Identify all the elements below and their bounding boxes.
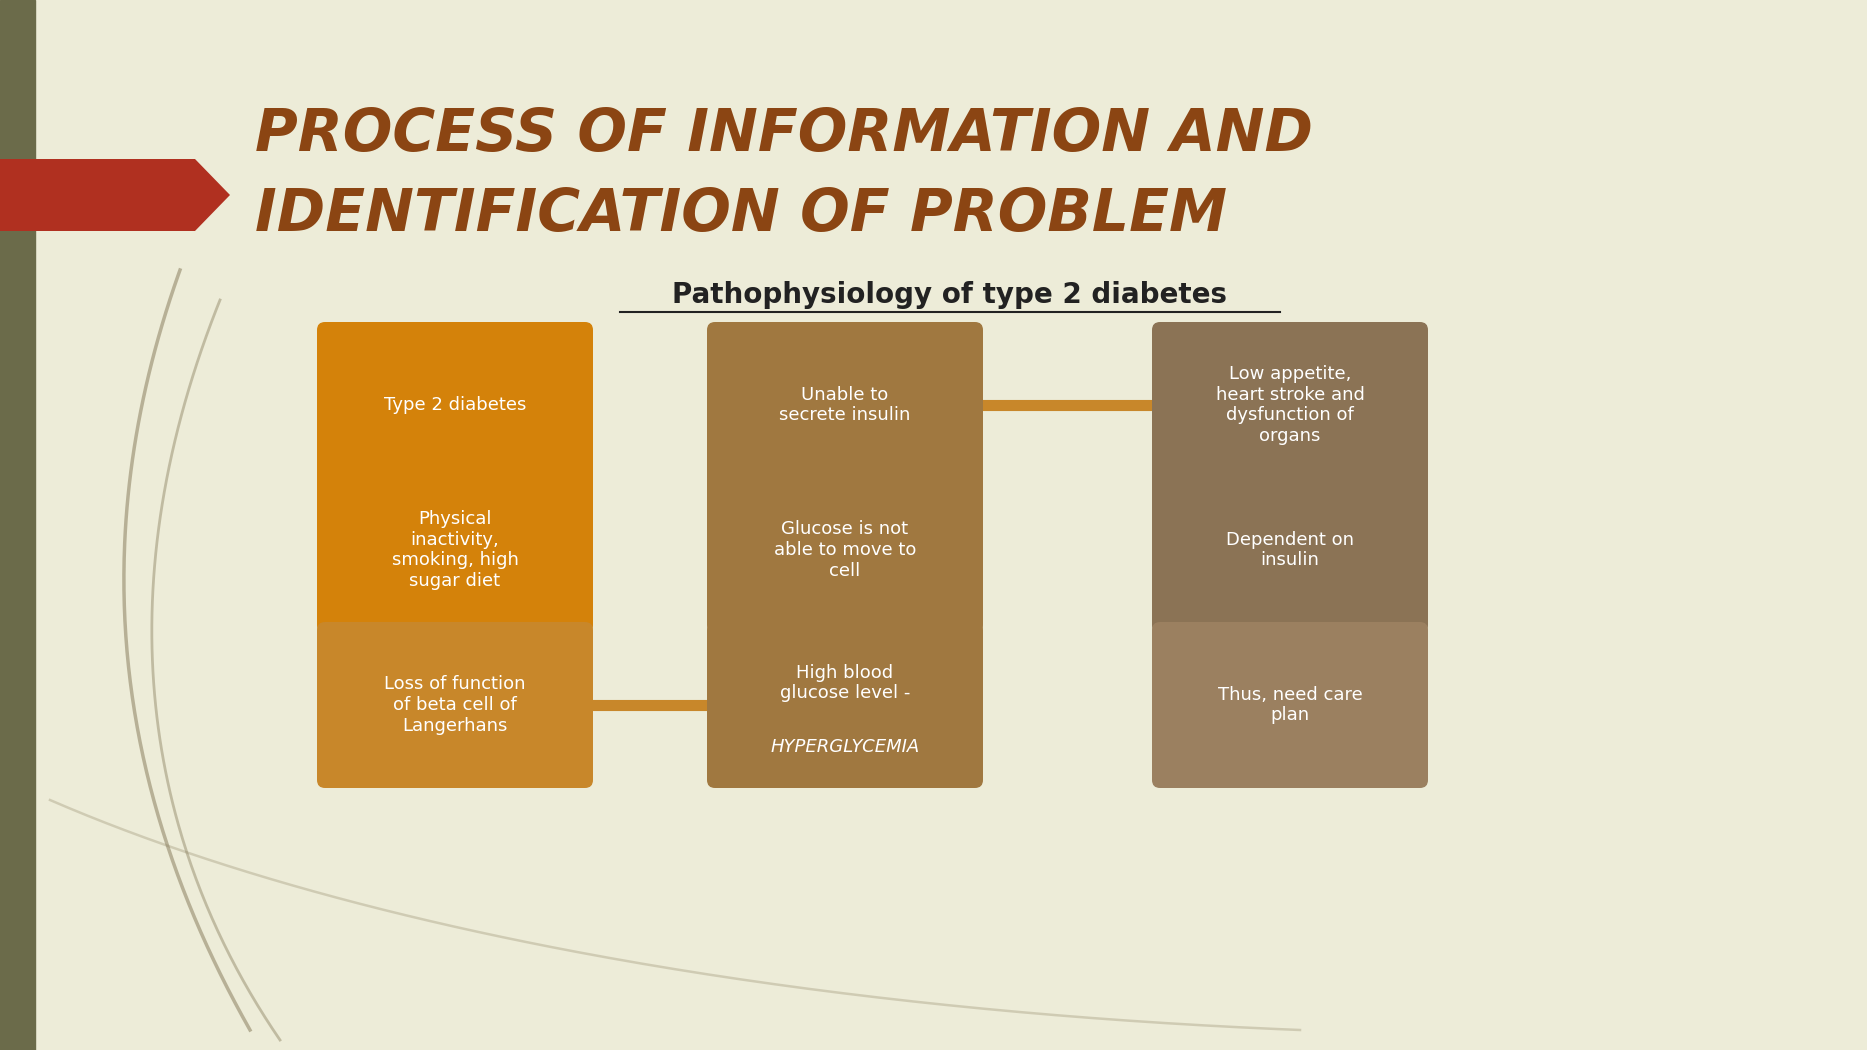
Text: Type 2 diabetes: Type 2 diabetes	[385, 396, 526, 414]
Text: Thus, need care
plan: Thus, need care plan	[1217, 686, 1363, 724]
Text: IDENTIFICATION OF PROBLEM: IDENTIFICATION OF PROBLEM	[256, 187, 1227, 244]
Text: Unable to
secrete insulin: Unable to secrete insulin	[779, 385, 911, 424]
Text: Glucose is not
able to move to
cell: Glucose is not able to move to cell	[773, 520, 917, 580]
Text: Low appetite,
heart stroke and
dysfunction of
organs: Low appetite, heart stroke and dysfuncti…	[1215, 364, 1365, 445]
FancyBboxPatch shape	[708, 467, 984, 633]
FancyBboxPatch shape	[1152, 467, 1428, 633]
Text: HYPERGLYCEMIA: HYPERGLYCEMIA	[771, 738, 920, 756]
Text: Pathophysiology of type 2 diabetes: Pathophysiology of type 2 diabetes	[672, 281, 1227, 309]
FancyBboxPatch shape	[1152, 622, 1428, 788]
FancyBboxPatch shape	[317, 322, 594, 488]
FancyBboxPatch shape	[317, 467, 594, 633]
Polygon shape	[0, 159, 230, 231]
FancyBboxPatch shape	[708, 622, 984, 788]
Text: Loss of function
of beta cell of
Langerhans: Loss of function of beta cell of Langerh…	[385, 675, 526, 735]
Text: High blood
glucose level -: High blood glucose level -	[780, 664, 911, 702]
Bar	[0, 0, 35, 1050]
FancyBboxPatch shape	[1152, 322, 1428, 488]
Text: Physical
inactivity,
smoking, high
sugar diet: Physical inactivity, smoking, high sugar…	[392, 510, 519, 590]
FancyBboxPatch shape	[708, 322, 984, 488]
Text: PROCESS OF INFORMATION AND: PROCESS OF INFORMATION AND	[256, 106, 1313, 164]
FancyBboxPatch shape	[317, 622, 594, 788]
Text: Dependent on
insulin: Dependent on insulin	[1227, 530, 1354, 569]
